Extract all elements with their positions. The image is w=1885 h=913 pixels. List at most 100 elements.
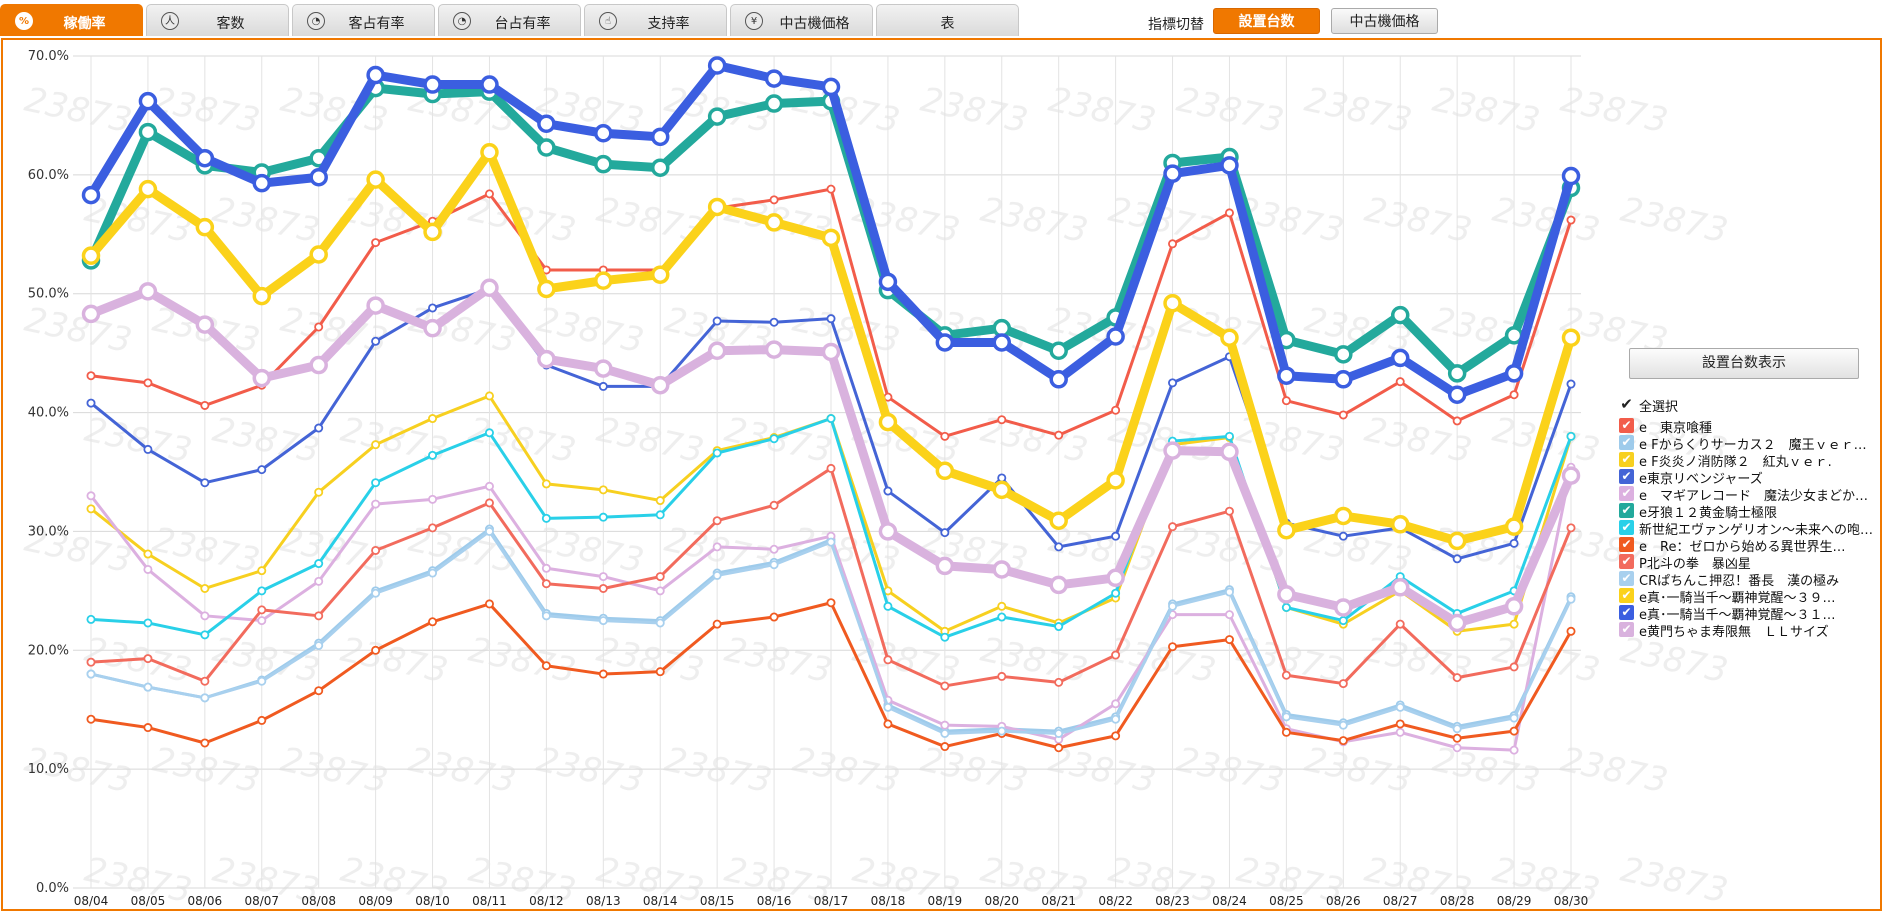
data-point xyxy=(200,400,210,410)
checkbox-icon[interactable]: ✔ xyxy=(1619,605,1634,620)
legend-item[interactable]: ✔ P北斗の拳 暴凶星 xyxy=(1617,553,1885,572)
legend-item[interactable]: ✔ e牙狼１２黄金騎士極限 xyxy=(1617,502,1885,521)
tab-1[interactable]: 人 客数 xyxy=(146,4,289,36)
data-point xyxy=(1334,345,1353,364)
data-point xyxy=(764,340,784,359)
data-point xyxy=(1452,673,1462,683)
tab-5[interactable]: ¥ 中古機価格 xyxy=(730,4,873,36)
data-point xyxy=(594,271,613,290)
data-point xyxy=(309,355,328,375)
x-tick-label: 08/10 xyxy=(415,894,450,908)
data-point xyxy=(1281,712,1291,722)
data-point xyxy=(1452,743,1462,753)
data-point xyxy=(257,715,267,725)
legend-item[interactable]: ✔ e東京リベンジャーズ xyxy=(1617,468,1885,487)
data-point xyxy=(1224,610,1234,620)
data-point xyxy=(541,661,551,671)
switch-used-price-button[interactable]: 中古機価格 xyxy=(1331,8,1438,34)
data-point xyxy=(81,304,101,324)
data-point xyxy=(541,579,551,589)
checkbox-icon[interactable]: ✔ xyxy=(1619,503,1634,518)
legend-item[interactable]: ✔ e 東京喰種 xyxy=(1617,417,1885,436)
data-point xyxy=(997,601,1007,611)
legend-item[interactable]: ✔ e真･一騎当千～覇神覚醒～３１… xyxy=(1617,604,1885,623)
legend-item[interactable]: ✔ e黄門ちゃま寿限無 ＬＬサイズ xyxy=(1617,621,1885,640)
checkbox-icon[interactable]: ✔ xyxy=(1619,554,1634,569)
data-point xyxy=(428,450,438,460)
data-point xyxy=(1561,466,1581,485)
data-point xyxy=(371,238,381,248)
legend-item[interactable]: ✔ e Re：ゼロから始める異世界生… xyxy=(1617,536,1885,555)
data-point xyxy=(86,669,96,679)
legend-item[interactable]: ✔ e F炎炎ノ消防隊２ 紅丸ｖｅｒ. xyxy=(1617,451,1885,470)
watermark-text: 23873 xyxy=(465,410,579,472)
watermark-text: 23873 xyxy=(1557,80,1671,142)
data-point xyxy=(1509,662,1519,672)
legend-item[interactable]: ✔ e真･一騎当千～覇神覚醒～３９… xyxy=(1617,587,1885,606)
data-point xyxy=(1168,601,1178,611)
data-point xyxy=(707,197,727,217)
tab-6[interactable]: 表 xyxy=(876,4,1019,36)
data-point xyxy=(1566,626,1576,636)
checkbox-icon[interactable]: ✔ xyxy=(1619,418,1634,433)
data-point xyxy=(1049,575,1068,595)
data-point xyxy=(940,681,950,691)
data-point xyxy=(1338,720,1348,730)
data-point xyxy=(1338,410,1348,420)
data-point xyxy=(537,114,556,133)
data-point xyxy=(1395,702,1405,712)
show-installed-count-button[interactable]: 設置台数表示 xyxy=(1629,348,1859,379)
legend-select-all[interactable]: ✔ 全選択 xyxy=(1617,395,1885,416)
checkbox-icon[interactable]: ✔ xyxy=(1619,452,1634,467)
checkbox-icon[interactable]: ✔ xyxy=(1619,537,1634,552)
data-point xyxy=(883,601,893,611)
data-point xyxy=(821,228,841,248)
data-point xyxy=(712,448,722,458)
y-tick-label: 40.0% xyxy=(28,406,69,421)
data-point xyxy=(1281,670,1291,680)
data-point xyxy=(143,549,153,559)
data-point xyxy=(1163,441,1182,460)
data-point xyxy=(598,572,608,582)
checkbox-icon[interactable]: ✔ xyxy=(1619,588,1634,603)
data-point xyxy=(200,676,210,686)
data-point xyxy=(997,671,1007,681)
checkbox-icon[interactable]: ✔ xyxy=(1619,435,1634,450)
legend-item[interactable]: ✔ e マギアレコード 魔法少女まどか… xyxy=(1617,485,1885,504)
data-point xyxy=(940,742,950,752)
tab-0[interactable]: % 稼働率 xyxy=(0,4,143,36)
data-point xyxy=(428,617,438,627)
data-point xyxy=(138,122,158,142)
data-point xyxy=(1447,531,1467,551)
legend-item[interactable]: ✔ 新世紀エヴァンゲリオン～未来への咆… xyxy=(1617,519,1885,538)
data-point xyxy=(826,314,836,324)
checkbox-icon[interactable]: ✔ xyxy=(1619,571,1634,586)
data-point xyxy=(878,522,898,541)
watermark-text: 23873 xyxy=(209,190,323,252)
data-point xyxy=(541,563,551,573)
tab-label: 支持率 xyxy=(647,16,690,32)
tab-3[interactable]: ◔ 台占有率 xyxy=(438,4,581,36)
tab-4[interactable]: ☝ 支持率 xyxy=(584,4,727,36)
checkbox-icon[interactable]: ✔ xyxy=(1619,469,1634,484)
legend-item[interactable]: ✔ e Fからくりサーカス２ 魔王ｖｅｒ… xyxy=(1617,434,1885,453)
data-point xyxy=(940,528,950,538)
tab-label: 中古機価格 xyxy=(779,16,850,32)
data-point xyxy=(371,440,381,450)
checkbox-icon[interactable]: ✔ xyxy=(1619,486,1634,501)
checkbox-icon[interactable]: ✔ xyxy=(1619,622,1634,637)
checkbox-icon[interactable]: ✔ xyxy=(1619,520,1634,535)
data-point xyxy=(1224,506,1234,516)
data-point xyxy=(428,523,438,533)
data-point xyxy=(826,537,836,547)
checkbox-icon[interactable]: ✔ xyxy=(1620,395,1633,413)
switch-installed-count-button[interactable]: 設置台数 xyxy=(1213,8,1320,34)
x-tick-label: 08/17 xyxy=(814,894,849,908)
x-tick-label: 08/16 xyxy=(757,894,792,908)
tab-2[interactable]: ◔ 客占有率 xyxy=(292,4,435,36)
data-point xyxy=(366,170,385,189)
data-point xyxy=(1163,293,1182,313)
data-point xyxy=(1390,348,1410,368)
legend-item[interactable]: ✔ CRぱちんこ押忍！番長 漢の極み xyxy=(1617,570,1885,589)
watermark-text: 23873 xyxy=(533,520,647,582)
